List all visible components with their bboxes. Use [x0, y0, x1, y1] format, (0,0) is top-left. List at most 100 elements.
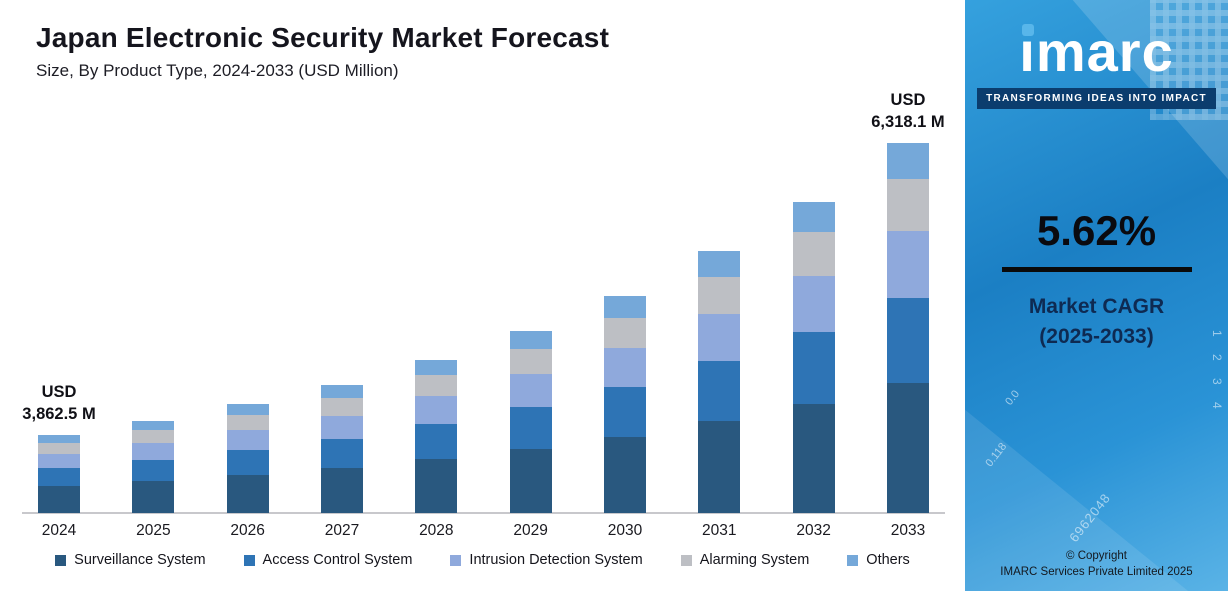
bar-segment-intrusion-detection-system — [603, 348, 646, 387]
bar-segment-surveillance-system — [38, 486, 80, 513]
bar-segment-alarming-system — [38, 443, 80, 454]
legend-swatch-icon — [847, 554, 859, 566]
bar-segment-others — [603, 296, 646, 318]
bar-segment-alarming-system — [792, 232, 835, 276]
bar-segment-surveillance-system — [320, 468, 363, 513]
annotation-first-line1: USD — [41, 383, 77, 402]
bar-segment-access-control-system — [226, 450, 269, 475]
bar-segment-access-control-system — [320, 439, 363, 468]
x-axis-label-2029: 2029 — [513, 522, 548, 539]
legend-label: Alarming System — [699, 552, 810, 568]
imarc-logo: ımarc TRANSFORMING IDEAS INTO IMPACT — [965, 24, 1228, 109]
bar-segment-surveillance-system — [698, 421, 741, 513]
cagr-value: 5.62% — [1036, 207, 1157, 254]
stacked-bar-2026 — [226, 404, 269, 513]
cagr-underline — [1001, 267, 1192, 272]
bar-segment-intrusion-detection-system — [320, 416, 363, 439]
stacked-bar-plot: USD 3,862.5 M 2024 2025 2026 2027 2028 2029 2030… — [22, 85, 945, 540]
logo-tagline: TRANSFORMING IDEAS INTO IMPACT — [977, 88, 1216, 109]
bar-column-2032: 2032 — [792, 85, 835, 540]
bar-segment-others — [698, 251, 741, 277]
bar-segment-others — [132, 421, 175, 430]
bar-segment-access-control-system — [698, 361, 741, 421]
brand-panel: ımarc TRANSFORMING IDEAS INTO IMPACT 5.6… — [965, 0, 1228, 591]
bar-segment-others — [320, 385, 363, 398]
bar-column-2030: 2030 — [603, 85, 646, 540]
x-axis-label-2024: 2024 — [41, 522, 77, 539]
bar-segment-alarming-system — [226, 415, 269, 430]
annotation-first-line2: 3,862.5 M — [22, 404, 96, 423]
legend-item-intrusion-detection-system: Intrusion Detection System — [450, 552, 643, 568]
bar-segment-others — [509, 331, 552, 349]
bar-segment-access-control-system — [38, 468, 80, 486]
stacked-bar-2033 — [886, 143, 929, 513]
legend-label: Intrusion Detection System — [469, 552, 643, 568]
stacked-bar-2027 — [320, 385, 363, 513]
stacked-bar-2025 — [132, 421, 175, 513]
bar-segment-alarming-system — [320, 398, 363, 416]
bar-segment-alarming-system — [132, 430, 175, 443]
cagr-label-line2: (2025-2033) — [1039, 325, 1154, 349]
x-axis-label-2025: 2025 — [136, 522, 171, 539]
bar-segment-access-control-system — [132, 460, 175, 481]
cagr-label-line1: Market CAGR — [1028, 295, 1165, 318]
chart-title: Japan Electronic Security Market Forecas… — [36, 22, 610, 53]
bar-segment-intrusion-detection-system — [509, 374, 552, 407]
logo-text: ımarc — [1019, 20, 1174, 83]
copyright-line2: IMARC Services Private Limited 2025 — [1000, 566, 1193, 579]
x-axis-label-2033: 2033 — [890, 522, 926, 539]
bar-segment-alarming-system — [603, 318, 646, 348]
legend-item-alarming-system: Alarming System — [680, 552, 810, 568]
watermark-number: 0.0 — [1003, 388, 1023, 408]
bar-segment-surveillance-system — [509, 449, 552, 513]
stacked-bar-2024 — [38, 435, 80, 513]
bar-segment-others — [226, 404, 269, 415]
bar-segment-intrusion-detection-system — [132, 443, 175, 460]
stacked-bar-2028 — [415, 360, 458, 513]
stacked-bar-2031 — [698, 251, 741, 513]
bar-segment-alarming-system — [415, 375, 458, 396]
bar-segment-surveillance-system — [603, 437, 646, 513]
x-axis-label-2030: 2030 — [607, 522, 643, 539]
x-axis-label-2026: 2026 — [230, 522, 265, 539]
bar-segment-access-control-system — [509, 407, 552, 449]
bar-segment-surveillance-system — [132, 481, 175, 513]
logo-dot-icon — [1022, 24, 1035, 36]
legend-swatch-icon — [450, 554, 462, 566]
copyright: © Copyright IMARC Services Private Limit… — [965, 548, 1228, 581]
bar-segment-intrusion-detection-system — [38, 454, 80, 468]
legend-item-access-control-system: Access Control System — [243, 552, 412, 568]
legend-label: Surveillance System — [74, 552, 206, 568]
bar-column-2027: 2027 — [320, 85, 363, 540]
bar-segment-intrusion-detection-system — [792, 276, 835, 332]
cagr-block: 5.62% Market CAGR (2025-2033) — [965, 207, 1228, 353]
bar-segment-others — [38, 435, 80, 443]
bar-segment-intrusion-detection-system — [886, 231, 929, 298]
bar-segment-access-control-system — [792, 332, 835, 404]
chart-area: Japan Electronic Security Market Forecas… — [0, 22, 965, 568]
bar-segment-alarming-system — [886, 179, 929, 231]
bar-column-2024: USD 3,862.5 M 2024 — [22, 85, 95, 540]
x-axis-label-2032: 2032 — [796, 522, 831, 539]
annotation-first: USD 3,862.5 M — [22, 382, 95, 425]
bar-column-2025: 2025 — [132, 85, 175, 540]
bar-segment-others — [415, 360, 458, 375]
bar-column-2033: USD 6,318.1 M 2033 — [871, 85, 944, 540]
chart-subtitle: Size, By Product Type, 2024-2033 (USD Mi… — [36, 61, 399, 80]
bar-segment-access-control-system — [415, 424, 458, 459]
stacked-bar-2032 — [792, 202, 835, 513]
legend-swatch-icon — [55, 554, 67, 566]
x-axis-label-2028: 2028 — [419, 522, 454, 539]
bar-column-2031: 2031 — [698, 85, 741, 540]
stacked-bar-2029 — [509, 331, 552, 513]
x-axis-label-2031: 2031 — [702, 522, 737, 539]
legend-item-surveillance-system: Surveillance System — [55, 552, 206, 568]
x-axis-label-2027: 2027 — [324, 522, 360, 539]
chart-legend: Surveillance System Access Control System… — [0, 552, 965, 568]
bar-segment-access-control-system — [886, 298, 929, 383]
bar-segment-others — [886, 143, 929, 179]
bar-column-2026: 2026 — [226, 85, 269, 540]
stacked-bar-2030 — [603, 296, 646, 513]
bar-segment-surveillance-system — [886, 383, 929, 513]
